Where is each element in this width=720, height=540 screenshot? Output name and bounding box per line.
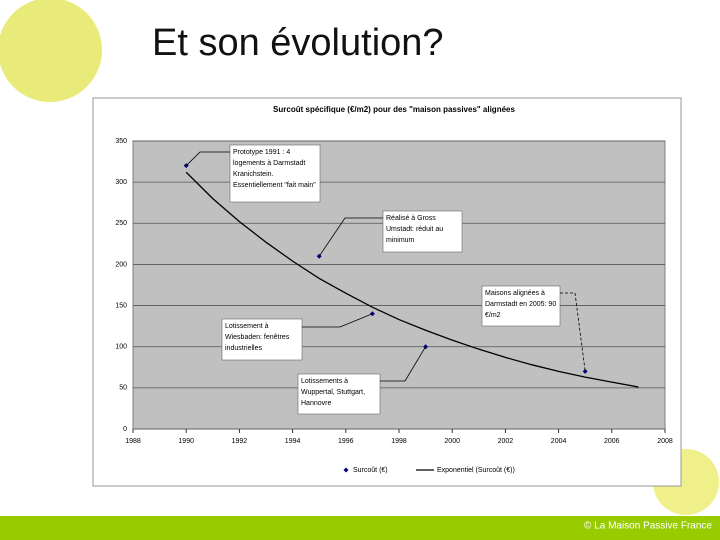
x-tick-label: 2008 <box>657 438 673 445</box>
annotation-text: Darmstadt en 2005: 90 <box>485 301 556 308</box>
y-tick-label: 0 <box>123 426 127 433</box>
y-tick-label: 300 <box>115 179 127 186</box>
x-tick-label: 1998 <box>391 438 407 445</box>
x-tick-label: 1988 <box>125 438 141 445</box>
annotation-arrow <box>318 217 383 257</box>
y-tick-label: 100 <box>115 344 127 351</box>
y-tick-label: 350 <box>115 138 127 145</box>
annotation-text: logements à Darmstadt <box>233 160 305 167</box>
slide-title: Et son évolution? <box>152 22 444 64</box>
annotation-box <box>297 373 381 415</box>
point <box>582 368 588 374</box>
x-tick-label: 2000 <box>444 438 460 445</box>
annotation-text: industrielles <box>225 345 262 352</box>
annotation-text: Lotissement à <box>225 323 269 330</box>
annotation-text: Prototype 1991 : 4 <box>233 149 290 156</box>
x-tick-label: 1994 <box>285 438 301 445</box>
annotation-text: Essentiellement "fait main" <box>233 182 316 189</box>
annotation-box <box>221 318 303 361</box>
annotation-text: Hannovre <box>301 400 331 407</box>
legend-label: Exponentiel (Surcoût (€)) <box>437 467 515 474</box>
annotation-arrow <box>380 346 426 382</box>
annotation-text: Wiesbaden: fenêtres <box>225 334 290 341</box>
annotation-text: Kranichstein. <box>233 171 274 178</box>
annotation-text: Maisons alignées à <box>485 290 545 297</box>
x-tick-label: 1990 <box>178 438 194 445</box>
annotation-box <box>382 210 463 253</box>
y-tick-label: 250 <box>115 220 127 227</box>
x-tick-label: 2004 <box>551 438 567 445</box>
annotation-arrow <box>302 313 373 328</box>
annotation-text: Réalisé à Gross <box>386 215 436 222</box>
legend-marker <box>343 467 349 473</box>
annotation-box <box>481 285 561 327</box>
decor-circle <box>0 0 102 102</box>
x-tick-label: 2006 <box>604 438 620 445</box>
annotation-text: Wuppertal, Stuttgart, <box>301 389 365 396</box>
legend-label: Surcoût (€) <box>353 467 388 474</box>
annotation-text: minimum <box>386 237 415 244</box>
annotation-box <box>229 144 321 203</box>
annotation-arrow <box>185 151 230 166</box>
y-tick-label: 200 <box>115 261 127 268</box>
trendline <box>185 171 639 388</box>
annotation-text: €/m2 <box>485 312 501 319</box>
annotation-text: Umstadt: réduit au <box>386 226 443 233</box>
annotation-arrow <box>560 292 586 372</box>
y-tick-label: 150 <box>115 302 127 309</box>
x-tick-label: 1992 <box>232 438 248 445</box>
x-tick-label: 2002 <box>498 438 514 445</box>
x-tick-label: 1996 <box>338 438 354 445</box>
footer: © La Maison Passive France <box>584 521 712 532</box>
chart-title: Surcoût spécifique (€/m2) pour des "mais… <box>273 105 515 114</box>
plot-area <box>132 140 666 430</box>
annotation-text: Lotissements à <box>301 378 348 385</box>
footer-bar <box>0 516 720 540</box>
y-tick-label: 50 <box>119 385 127 392</box>
